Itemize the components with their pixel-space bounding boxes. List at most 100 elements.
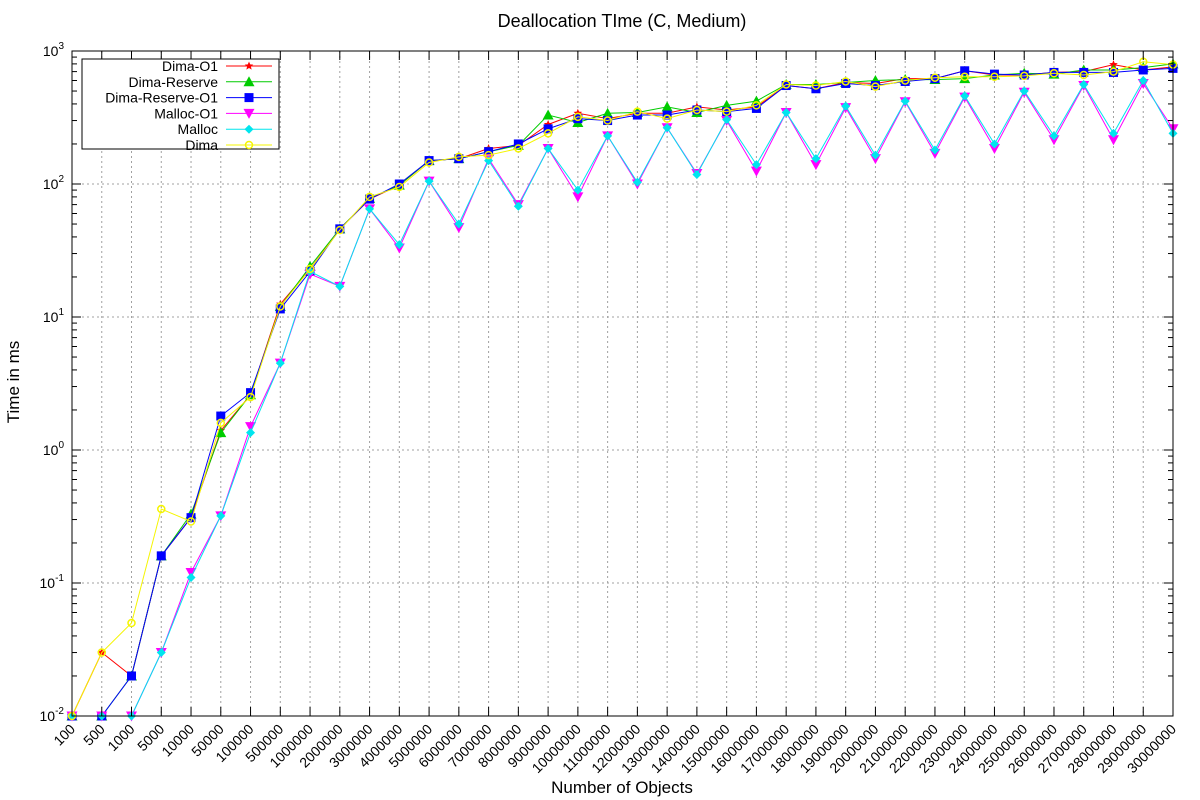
y-axis-label: Time in ms xyxy=(4,341,23,424)
y-axis-ticks: 10-2 10-1 100 101 102 103 xyxy=(40,41,1173,724)
series-malloc-o1 xyxy=(66,78,1179,722)
data-point xyxy=(930,73,940,82)
data-point xyxy=(692,169,702,179)
data-point xyxy=(781,81,791,91)
series-line xyxy=(71,64,1174,717)
data-point xyxy=(424,158,434,167)
data-point xyxy=(602,107,614,118)
data-point xyxy=(1109,67,1118,76)
data-point xyxy=(156,648,166,658)
data-point xyxy=(750,166,762,177)
series-line xyxy=(72,79,1174,717)
data-point xyxy=(365,194,375,204)
data-point xyxy=(1108,128,1118,138)
data-point xyxy=(989,139,999,149)
data-point xyxy=(900,96,910,106)
data-point xyxy=(365,192,374,202)
data-point xyxy=(186,517,196,526)
data-point xyxy=(513,139,523,149)
data-point xyxy=(661,101,673,112)
data-point xyxy=(692,105,702,115)
data-point xyxy=(1138,76,1148,86)
data-point xyxy=(424,156,434,166)
data-point xyxy=(305,264,315,274)
legend-swatch-marker xyxy=(244,140,254,150)
legend-label: Dima-O1 xyxy=(162,58,218,74)
data-point xyxy=(275,304,285,314)
data-point xyxy=(513,201,523,211)
data-point xyxy=(335,224,345,234)
data-point xyxy=(959,73,971,84)
data-point xyxy=(543,143,553,153)
data-point xyxy=(960,66,970,76)
data-point xyxy=(930,74,940,84)
data-point xyxy=(811,154,821,164)
y-tick-label: 103 xyxy=(43,41,65,59)
data-point xyxy=(424,176,434,186)
series-dima-reserve xyxy=(66,58,1179,721)
data-point xyxy=(127,671,137,681)
y-tick-label: 100 xyxy=(43,440,65,458)
y-tick-label: 10-1 xyxy=(40,573,65,591)
data-point xyxy=(216,411,226,421)
data-point xyxy=(900,76,910,85)
data-point xyxy=(395,182,404,192)
data-point xyxy=(1049,69,1059,78)
series-dima xyxy=(67,57,1178,721)
data-point xyxy=(335,225,345,235)
data-point xyxy=(811,81,821,90)
data-point xyxy=(990,72,999,82)
data-point xyxy=(662,123,672,133)
data-point xyxy=(722,115,732,125)
grid xyxy=(72,51,1173,716)
data-point xyxy=(841,101,851,111)
legend-label: Dima xyxy=(185,137,218,153)
data-point xyxy=(573,112,583,122)
data-point xyxy=(781,80,791,89)
y-tick-label: 101 xyxy=(43,307,65,325)
data-point xyxy=(988,143,1000,154)
data-point xyxy=(603,131,613,141)
data-point xyxy=(752,101,761,110)
data-point xyxy=(216,418,226,428)
data-point xyxy=(245,422,257,433)
data-point xyxy=(633,107,642,116)
data-point xyxy=(514,144,523,153)
data-point xyxy=(603,116,612,125)
legend-swatch-marker xyxy=(243,76,255,87)
data-point xyxy=(781,107,791,117)
data-point xyxy=(484,150,493,160)
data-point xyxy=(1109,60,1118,69)
data-point xyxy=(275,358,285,368)
legend-label: Dima-Reserve xyxy=(129,74,219,90)
legend-label: Dima-Reserve-O1 xyxy=(105,90,218,106)
data-point xyxy=(335,281,345,291)
data-point xyxy=(632,177,642,187)
data-point xyxy=(1107,135,1119,146)
legend-swatch-marker xyxy=(244,61,254,70)
y-tick-label: 10-2 xyxy=(40,706,65,724)
data-point xyxy=(870,81,880,91)
data-point xyxy=(246,388,256,398)
data-point xyxy=(454,154,464,164)
data-point xyxy=(157,504,166,514)
data-point xyxy=(871,82,880,91)
series-malloc xyxy=(67,76,1178,721)
data-point xyxy=(960,91,970,101)
data-point xyxy=(365,204,375,214)
data-point xyxy=(900,76,910,86)
plot-frame xyxy=(71,50,1174,717)
data-point xyxy=(97,648,107,657)
data-point xyxy=(572,192,584,203)
chart-title: Deallocation TIme (C, Medium) xyxy=(498,11,747,31)
data-point xyxy=(1049,67,1059,77)
data-point xyxy=(127,618,136,628)
data-point xyxy=(542,109,554,120)
data-point xyxy=(722,107,731,116)
data-point xyxy=(573,185,583,195)
data-point xyxy=(1019,70,1029,80)
data-point xyxy=(751,160,761,170)
series-line xyxy=(71,61,1174,717)
series-lines xyxy=(66,57,1179,722)
